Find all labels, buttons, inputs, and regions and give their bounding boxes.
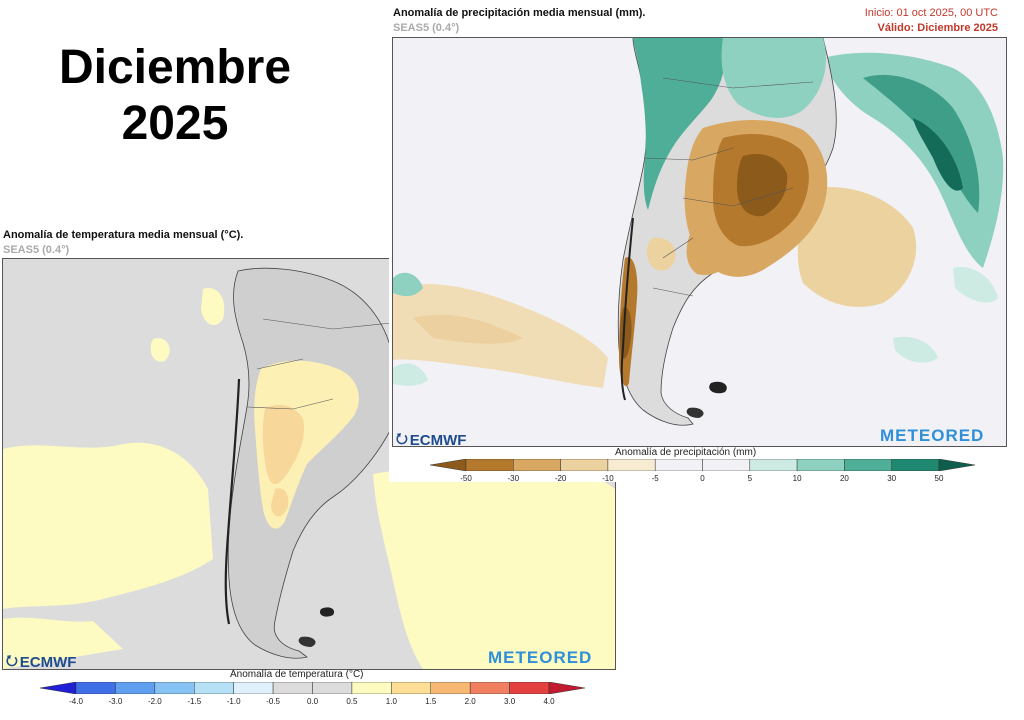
temp-colorbar-tick: 2.0 xyxy=(464,697,476,706)
temp-colorbar-tick: -0.5 xyxy=(266,697,280,706)
precip-valid-period: Válido: Diciembre 2025 xyxy=(877,22,998,34)
temp-map-graphic xyxy=(3,259,615,669)
temp-anomaly-map xyxy=(2,258,616,670)
precip-colorbar-segment xyxy=(844,459,892,471)
temp-colorbar-segment xyxy=(469,682,510,694)
precip-colorbar-tick: 10 xyxy=(792,474,802,483)
temp-colorbar-segment xyxy=(509,682,550,694)
precip-panel-subtitle: SEAS5 (0.4°) xyxy=(393,22,460,34)
temp-colorbar-segment xyxy=(351,682,392,694)
precip-colorbar-segment xyxy=(702,459,751,471)
temp-colorbar-tick: -1.0 xyxy=(226,697,241,706)
temp-colorbar-tick: -1.5 xyxy=(187,697,202,706)
temp-colorbar-tick: -4.0 xyxy=(69,697,83,706)
precip-colorbar-tick: -10 xyxy=(602,474,614,483)
temp-panel-title: Anomalía de temperatura media mensual (°… xyxy=(3,229,244,241)
ecmwf-swirl-icon: ⭮ xyxy=(396,430,408,446)
precip-colorbar-tick: -5 xyxy=(651,474,659,483)
precip-colorbar-tick: 0 xyxy=(700,474,705,483)
headline-year: 2025 xyxy=(121,97,229,150)
temp-colorbar-segment xyxy=(75,682,116,694)
temp-colorbar-tick: -3.0 xyxy=(108,697,123,706)
precip-colorbar xyxy=(430,459,975,471)
precip-colorbar-segment xyxy=(513,459,561,471)
temp-colorbar-tick: 3.0 xyxy=(504,697,516,706)
precip-anomaly-map xyxy=(392,37,1007,447)
precip-ecmwf-text: ECMWF xyxy=(409,431,467,449)
precip-colorbar-title: Anomalía de precipitación (mm) xyxy=(615,447,757,458)
temp-colorbar-tick: 0.0 xyxy=(306,697,319,706)
precip-colorbar-segment xyxy=(560,459,609,471)
temp-colorbar-low-arrow xyxy=(40,682,77,694)
precip-map-graphic xyxy=(393,38,1006,446)
precip-colorbar-low-arrow xyxy=(430,459,467,471)
temp-meteored-logo: METEORED xyxy=(488,648,593,667)
temp-ecmwf-logo: ⭮ ECMWF xyxy=(6,650,76,674)
precip-ecmwf-logo: ⭮ ECMWF xyxy=(396,428,466,452)
headline: Diciembre 2025 xyxy=(20,40,330,152)
precip-colorbar-segment xyxy=(654,459,703,471)
temp-colorbar-segment xyxy=(115,682,156,694)
precip-colorbar-segment xyxy=(749,459,798,471)
temp-colorbar-tick: 1.5 xyxy=(425,697,437,706)
temp-colorbar-segment xyxy=(194,682,234,694)
temp-colorbar-segment xyxy=(391,682,432,694)
precip-colorbar-segment xyxy=(891,459,940,471)
precip-colorbar-tick: -20 xyxy=(554,474,567,483)
precip-init-date: Inicio: 01 oct 2025, 00 UTC xyxy=(864,7,998,19)
precip-colorbar-tick: -50 xyxy=(460,474,472,483)
precip-colorbar-tick: -30 xyxy=(507,474,520,483)
precip-colorbar-segment xyxy=(607,459,656,471)
precip-panel-title: Anomalía de precipitación media mensual … xyxy=(393,7,646,19)
temp-colorbar xyxy=(40,682,585,694)
temp-colorbar-title: Anomalía de temperatura (°C) xyxy=(230,669,364,680)
precip-colorbar-segment xyxy=(796,459,845,471)
precip-colorbar-tick: 5 xyxy=(747,474,753,483)
temp-colorbar-tick: 1.0 xyxy=(385,697,397,706)
precip-meteored-logo: METEORED xyxy=(880,426,985,445)
temp-colorbar-tick: 0.5 xyxy=(346,697,358,706)
headline-month: Diciembre xyxy=(58,41,292,94)
precip-colorbar-tick: 50 xyxy=(934,474,944,483)
temp-ecmwf-text: ECMWF xyxy=(19,653,77,671)
temp-colorbar-high-arrow xyxy=(548,682,585,694)
temp-colorbar-tick: 4.0 xyxy=(543,697,555,706)
temp-colorbar-tick: -2.0 xyxy=(147,697,162,706)
precip-colorbar-tick: 20 xyxy=(839,474,849,483)
precip-colorbar-segment xyxy=(465,459,514,471)
temp-colorbar-segment xyxy=(233,682,274,694)
temp-panel-subtitle: SEAS5 (0.4°) xyxy=(3,244,70,256)
temp-colorbar-segment xyxy=(430,682,471,694)
temp-colorbar-segment xyxy=(154,682,195,694)
temp-colorbar-segment xyxy=(272,682,313,694)
ecmwf-swirl-icon: ⭮ xyxy=(6,652,18,668)
precip-colorbar-tick: 30 xyxy=(887,474,897,483)
precip-colorbar-high-arrow xyxy=(938,459,975,471)
temp-colorbar-segment xyxy=(312,682,353,694)
